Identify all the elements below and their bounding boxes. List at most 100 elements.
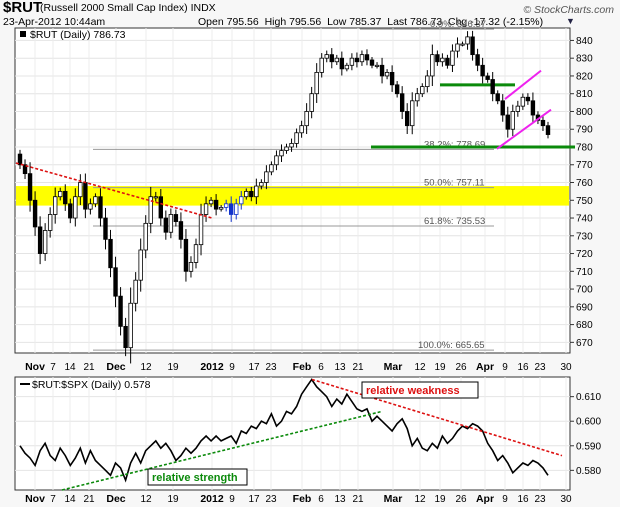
bar-body-down [394, 84, 400, 95]
price-ytick-label: 690 [576, 302, 593, 313]
bar-body-up [138, 249, 143, 281]
bar-body-down [108, 238, 113, 269]
ratio-xtick-label: 13 [334, 494, 346, 505]
price-xtick-label: 12 [414, 362, 426, 373]
bar-body-up [128, 302, 133, 349]
bar-body-up [410, 100, 415, 127]
price-xtick-label: 9 [229, 362, 235, 373]
bar-body-up [299, 125, 304, 134]
bar-body-down [113, 267, 118, 297]
ratio-xtick-label: Feb [293, 493, 312, 505]
bar-body-down [37, 226, 43, 254]
bar-body-down [540, 119, 546, 127]
ratio-xtick-label: 21 [83, 494, 95, 505]
price-ytick-label: 700 [576, 285, 593, 296]
price-xtick-label: 13 [334, 362, 346, 373]
bar-body-up [460, 43, 465, 46]
resistance-zone [16, 186, 569, 206]
price-xtick-label: 30 [560, 362, 572, 373]
ratio-xtick-label: 17 [248, 494, 260, 505]
price-xtick-label: 14 [64, 362, 76, 373]
ratio-xtick-label: 19 [434, 494, 446, 505]
bar-body-down [475, 54, 480, 66]
fib-label: 0.0%: 846.37 [430, 19, 486, 30]
bar-body-down [369, 59, 375, 66]
price-ytick-label: 720 [576, 249, 593, 260]
fib-label: 61.8%: 735.53 [424, 216, 485, 227]
bar-body-up [359, 54, 365, 63]
ratio-xtick-label: 9 [229, 494, 235, 505]
bar-body-up [515, 105, 521, 112]
chg-label: Chg [447, 16, 468, 28]
bar-body-down [63, 190, 68, 205]
price-ytick-label: 790 [576, 125, 593, 136]
bar-body-up [269, 164, 274, 173]
fib-label: 38.2%: 778.69 [424, 139, 485, 150]
channel-upper-line [504, 69, 542, 100]
bar-body-up [324, 54, 329, 59]
bar-body-down [17, 153, 23, 166]
bar-body-up [304, 111, 309, 127]
bar-body-down [123, 325, 128, 349]
bar-body-up [203, 203, 209, 215]
bar-body-up [430, 54, 435, 77]
ratio-xtick-label: Apr [476, 493, 494, 505]
price-xtick-label: Dec [106, 361, 125, 373]
relative-strength-box [147, 468, 248, 486]
price-xtick-label: 16 [517, 362, 529, 373]
bar-body-down [158, 196, 163, 219]
bar-body-up [309, 93, 314, 112]
price-xtick-label: Feb [293, 361, 312, 373]
price-ytick-label: 740 [576, 214, 593, 225]
bar-body-down [249, 190, 254, 198]
ratio-xtick-label: 23 [534, 494, 546, 505]
channel-lower-line [496, 108, 552, 150]
price-xtick-label: Mar [384, 361, 403, 373]
ratio-xtick-label: 12 [140, 494, 152, 505]
fib-label: 50.0%: 757.11 [424, 178, 485, 189]
ratio-xtick-label: 23 [265, 494, 277, 505]
bar-body-down [163, 217, 169, 233]
price-ytick-label: 710 [576, 267, 593, 278]
high-value: 795.56 [289, 16, 322, 28]
bar-body-down [404, 111, 410, 127]
relative-weakness-trendline [311, 378, 563, 457]
price-downtrend-line [15, 162, 213, 219]
bar-body-down [470, 36, 475, 56]
bar-body-down [329, 54, 334, 63]
price-xtick-label: 21 [352, 362, 364, 373]
bar-body-up [58, 190, 63, 198]
price-ytick-label: 830 [576, 54, 593, 65]
bar-body-up [168, 214, 174, 233]
price-xtick-label: 23 [534, 362, 546, 373]
bar-body-up [218, 206, 224, 210]
price-ytick-label: 800 [576, 107, 593, 118]
symbol-title: $RUT [3, 0, 43, 16]
bar-body-up [47, 214, 53, 231]
ratio-xtick-label: 14 [64, 494, 76, 505]
bar-body-up [259, 182, 264, 187]
open-value: 795.56 [226, 16, 259, 28]
bar-body-up [284, 146, 289, 151]
bar-body-up [78, 182, 83, 198]
bar-body-down [364, 54, 370, 61]
bar-body-up [279, 150, 284, 157]
chevron-down-icon[interactable]: ▼ [566, 16, 575, 26]
ratio-xtick-label: 19 [167, 494, 179, 505]
price-ytick-label: 750 [576, 196, 593, 207]
bar-body-up [314, 71, 319, 95]
relative-weakness-label: relative weakness [366, 385, 460, 397]
bar-body-up [143, 222, 148, 251]
bar-body-up [42, 230, 48, 254]
bar-body-up [455, 43, 460, 52]
bar-body-up [420, 86, 425, 95]
bar-body-down [500, 100, 505, 116]
price-ytick-label: 680 [576, 320, 593, 331]
bar-body-up [133, 279, 138, 304]
bar-body-down [389, 71, 395, 86]
bar-body-down [505, 114, 510, 130]
bar-body-down [183, 238, 189, 272]
bar-body-up [425, 75, 430, 88]
fib-label: 100.0%: 665.65 [418, 340, 485, 351]
